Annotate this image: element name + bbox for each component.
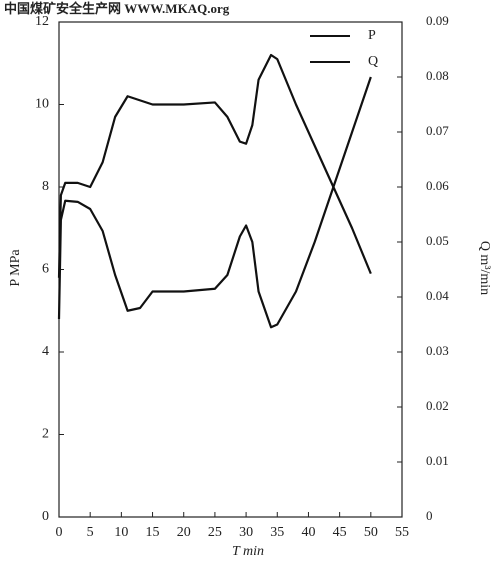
y-tick-label: 4 [42,344,49,359]
legend-label: P [368,28,376,43]
x-tick-label: 40 [301,525,315,540]
source-header: 中国煤矿安全生产网 WWW.MKAQ.org [4,1,230,16]
x-tick-label: 5 [87,525,94,540]
x-tick-label: 0 [56,525,63,540]
series-line [57,53,372,278]
y2-tick-label: 0.01 [426,453,449,468]
x-tick-label: 20 [177,525,191,540]
x-tick-label: 30 [239,525,253,540]
x-tick-label: 15 [146,525,160,540]
legend-label: Q [368,54,378,69]
y2-tick-label: 0.06 [426,178,449,193]
x-tick-label: 25 [208,525,222,540]
x-tick-label: 50 [364,525,378,540]
series-line [57,76,372,329]
y-tick-label: 0 [42,509,49,524]
x-tick-label: 10 [114,525,128,540]
y2-tick-label: 0.05 [426,233,449,248]
y2-tick-label: 0.03 [426,343,449,358]
x-tick-label: 55 [395,525,409,540]
y2-axis-label: Q m³/min [477,241,492,295]
y-tick-label: 10 [35,97,49,112]
y2-tick-label: 0.02 [426,398,449,413]
y2-tick-label: 0.08 [426,68,449,83]
x-axis-label: T min [232,544,264,559]
y-tick-label: 12 [35,14,49,29]
y-tick-label: 8 [42,179,49,194]
y-tick-label: 6 [42,262,49,277]
y-axis-label: P MPa [8,249,23,287]
plot-frame [58,21,403,518]
x-tick-label: 45 [333,525,347,540]
y-tick-label: 2 [42,427,49,442]
y2-tick-label: 0.07 [426,123,449,138]
x-tick-label: 35 [270,525,284,540]
y2-tick-label: 0.09 [426,13,449,28]
y2-tick-label: 0 [426,508,433,523]
y2-tick-label: 0.04 [426,288,449,303]
